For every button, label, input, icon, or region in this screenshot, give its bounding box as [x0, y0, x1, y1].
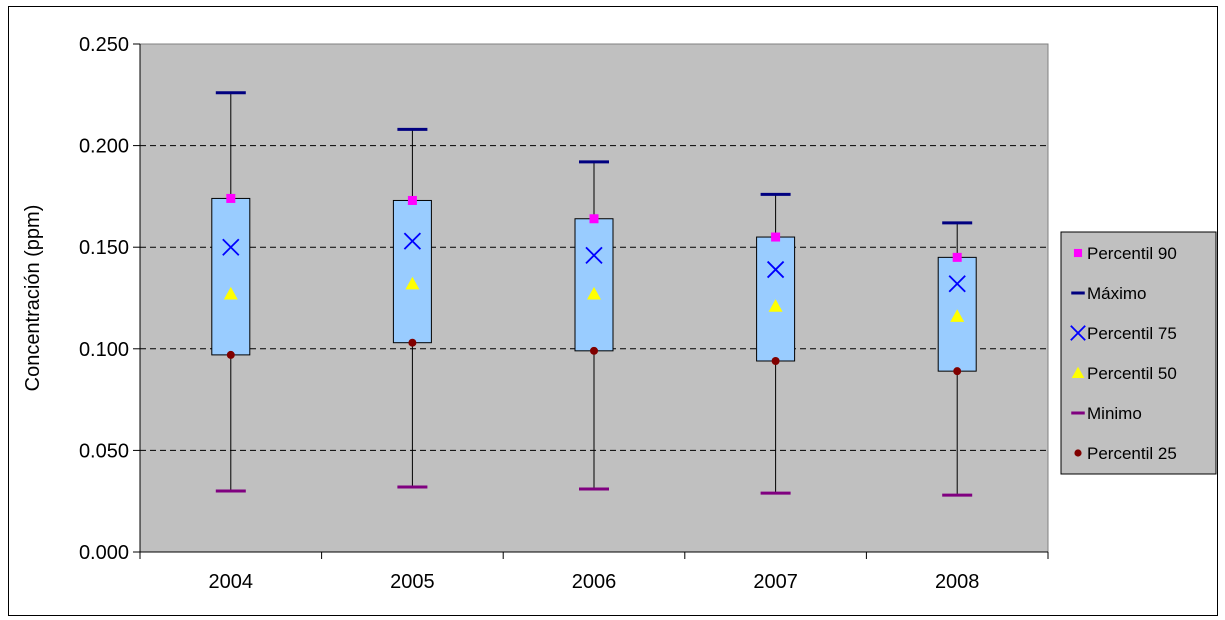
- p75-marker-stroke: [766, 260, 785, 279]
- y-tick-label: 0.250: [79, 34, 129, 56]
- legend-item: Percentil 25: [1074, 444, 1177, 463]
- legend-item: Percentil 90: [1073, 244, 1177, 263]
- legend-label: Máximo: [1087, 284, 1147, 303]
- p75-marker: [403, 232, 422, 250]
- axes: 0.000 0.050 0.100 0.150 0.200 0.250 2004 2005 20…: [79, 34, 1049, 593]
- box: [211, 197, 251, 356]
- legend-item: Percentil 75: [1070, 324, 1177, 343]
- box-2004: [211, 91, 251, 493]
- legend-marker: [1074, 449, 1082, 457]
- p75-marker: [222, 238, 240, 256]
- x-tick-label: 2004: [209, 571, 254, 593]
- legend-box: [1060, 231, 1217, 475]
- legend-label: Minimo: [1087, 404, 1142, 423]
- p90-marker: [771, 232, 781, 242]
- y-tick-label: 0.050: [79, 440, 129, 462]
- box-2005: [392, 127, 432, 489]
- legend-marker: [1073, 248, 1083, 258]
- y-tick-label: 0.200: [79, 136, 129, 158]
- x-tick-label: 2007: [753, 571, 798, 593]
- p50-marker: [223, 286, 238, 300]
- box-2008: [937, 221, 977, 497]
- p75-marker-stroke: [585, 246, 603, 264]
- p25-marker: [590, 346, 598, 355]
- legend-label: Percentil 25: [1087, 444, 1177, 463]
- p75-marker-stroke: [403, 232, 422, 250]
- box: [756, 236, 796, 362]
- y-tick-label: 0.100: [79, 339, 129, 361]
- x-tick-label: 2008: [935, 571, 980, 593]
- legend-marker: [1070, 325, 1086, 341]
- p50-marker: [587, 286, 601, 300]
- plot-area: [139, 43, 1049, 553]
- box: [392, 199, 432, 344]
- box-2007: [756, 192, 796, 495]
- p75-marker-stroke: [948, 275, 966, 293]
- p90-marker: [952, 252, 962, 262]
- chart-frame: 0.000 0.050 0.100 0.150 0.200 0.250 2004 2005 20…: [8, 6, 1218, 616]
- legend-item: Minimo: [1071, 404, 1142, 423]
- p25-marker: [953, 367, 962, 376]
- p75-marker: [585, 246, 603, 264]
- box-2006: [574, 160, 614, 491]
- legend-label: Percentil 75: [1087, 324, 1177, 343]
- p50-marker: [768, 299, 783, 312]
- y-tick-label: 0.000: [79, 542, 129, 564]
- p90-marker: [589, 214, 599, 224]
- box: [574, 218, 614, 352]
- legend-label: Percentil 90: [1087, 244, 1177, 263]
- legend: Percentil 90 Máximo Percentil 75 Percentil …: [1060, 231, 1217, 475]
- p75-marker: [766, 260, 785, 279]
- x-tick-label: 2006: [572, 571, 617, 593]
- legend-label: Percentil 50: [1087, 364, 1177, 383]
- p90-marker: [226, 193, 236, 203]
- legend-item: Percentil 50: [1071, 364, 1177, 383]
- legend-marker-stroke: [1070, 325, 1086, 341]
- p50-marker: [950, 309, 965, 322]
- p25-marker: [408, 338, 417, 347]
- p50-marker: [405, 276, 420, 290]
- p75-marker-stroke: [222, 238, 240, 256]
- y-tick-label: 0.150: [79, 237, 129, 259]
- chart-svg: 0.000 0.050 0.100 0.150 0.200 0.250 2004 2005 20…: [22, 34, 1217, 593]
- x-tick-label: 2005: [390, 571, 435, 593]
- legend-marker: [1071, 366, 1085, 379]
- y-axis-label: Concentración (ppm): [22, 205, 44, 392]
- p90-marker: [407, 195, 417, 205]
- p25-marker: [771, 356, 780, 365]
- p75-marker: [948, 275, 966, 293]
- legend-item: Máximo: [1071, 284, 1147, 303]
- p25-marker: [226, 350, 235, 359]
